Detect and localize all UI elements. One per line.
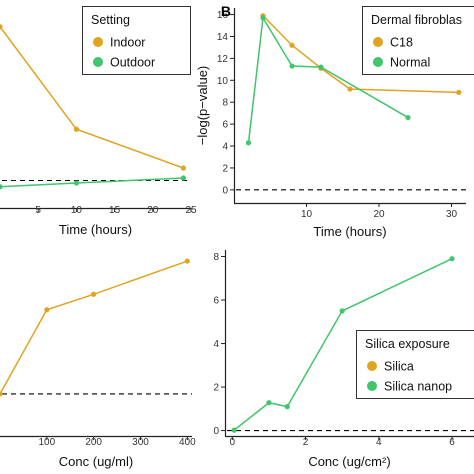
x-tick-label: 300 [132, 437, 149, 448]
panel-label: B [221, 3, 231, 19]
legend-item-label: Outdoor [110, 56, 155, 70]
x-tick-label: 2 [303, 437, 309, 448]
data-point [456, 89, 462, 95]
x-tick-label: 30 [446, 209, 458, 220]
x-axis-label: Conc (ug/cm²) [308, 454, 390, 469]
y-tick-label: 4 [222, 142, 228, 153]
legend-title: Setting [91, 13, 130, 27]
legend-title: Dermal fibroblas [371, 13, 462, 27]
data-point [284, 404, 290, 410]
y-tick-label: 8 [222, 98, 228, 109]
chart-panel-b: 10 20 30 0 2 4 6 8 10 12 14 16 Time (hours) −log(p−va… [195, 3, 474, 239]
y-tick-label: 6 [213, 296, 219, 307]
y-tick-label: 0 [222, 185, 228, 196]
legend: Silica exposure Silica Silica nanop [356, 330, 474, 399]
data-point [180, 175, 186, 181]
data-point [180, 165, 186, 171]
x-tick-label: 15 [109, 205, 121, 216]
legend-marker [373, 57, 383, 67]
y-tick-label: 10 [217, 76, 229, 87]
data-point [184, 258, 190, 264]
data-point [289, 63, 295, 69]
x-tick-label: 25 [185, 205, 197, 216]
x-tick-label: 6 [449, 437, 455, 448]
y-tick-label: 14 [217, 32, 229, 43]
x-tick-label: 20 [147, 205, 159, 216]
data-point [405, 114, 411, 121]
data-point [347, 86, 353, 92]
data-point [0, 391, 3, 397]
legend-marker [367, 381, 377, 391]
legend-item-label: Silica [384, 360, 414, 374]
data-point [289, 42, 295, 48]
data-point [44, 307, 50, 313]
data-point [73, 126, 79, 132]
x-tick-label: 200 [85, 437, 102, 448]
legend-marker [367, 361, 377, 371]
series-line-0 [0, 260, 188, 395]
y-tick-label: 8 [213, 252, 219, 263]
x-tick-label: 100 [38, 437, 55, 448]
data-point [449, 256, 455, 262]
chart-panel-a: 5 10 15 20 25 Time (hours) Setting Indoor Outdoo… [0, 6, 197, 237]
x-tick-label: 20 [373, 209, 385, 220]
data-point [318, 64, 324, 70]
y-axis-label: −log(p−value) [195, 66, 210, 146]
legend-item-label: C18 [390, 36, 413, 50]
x-tick-label: 0 [230, 437, 236, 448]
x-axis-label: Time (hours) [313, 224, 386, 239]
y-tick-label: 12 [217, 54, 229, 65]
legend-marker [93, 57, 103, 67]
x-tick-label: 10 [301, 209, 313, 220]
y-tick-label: 6 [222, 120, 228, 131]
series-line-outdoor [0, 177, 184, 188]
x-tick-label: 5 [35, 205, 41, 216]
legend-marker [93, 37, 103, 47]
y-tick-label: 16 [217, 10, 229, 21]
data-point [266, 400, 272, 406]
x-tick-label: 4 [376, 437, 382, 448]
legend-item-label: Indoor [110, 36, 145, 50]
legend-item-label: Silica nanop [384, 380, 452, 394]
legend: Setting Indoor Outdoor [82, 6, 191, 75]
y-tick-label: 2 [222, 163, 228, 174]
x-tick-label: 10 [71, 205, 83, 216]
data-point [73, 180, 79, 186]
data-point [91, 291, 97, 297]
x-tick-label: 400 [179, 437, 196, 448]
x-axis-label: Time (hours) [59, 222, 132, 237]
data-point [0, 24, 3, 30]
data-point [0, 184, 3, 190]
x-axis-label: Conc (ug/ml) [59, 454, 133, 469]
legend-title: Silica exposure [365, 337, 450, 351]
y-tick-label: 0 [213, 426, 219, 437]
chart-panel-c: 100 200 300 400 Conc (ug/ml) [0, 258, 196, 469]
data-point [245, 140, 252, 146]
data-point [231, 427, 237, 433]
data-point [260, 15, 266, 21]
data-point [339, 308, 345, 314]
y-tick-label: 2 [213, 383, 219, 394]
legend-item-label: Normal [390, 56, 430, 70]
legend-marker [373, 37, 383, 47]
y-tick-label: 4 [213, 339, 219, 350]
legend: Dermal fibroblas C18 Normal [362, 6, 474, 75]
